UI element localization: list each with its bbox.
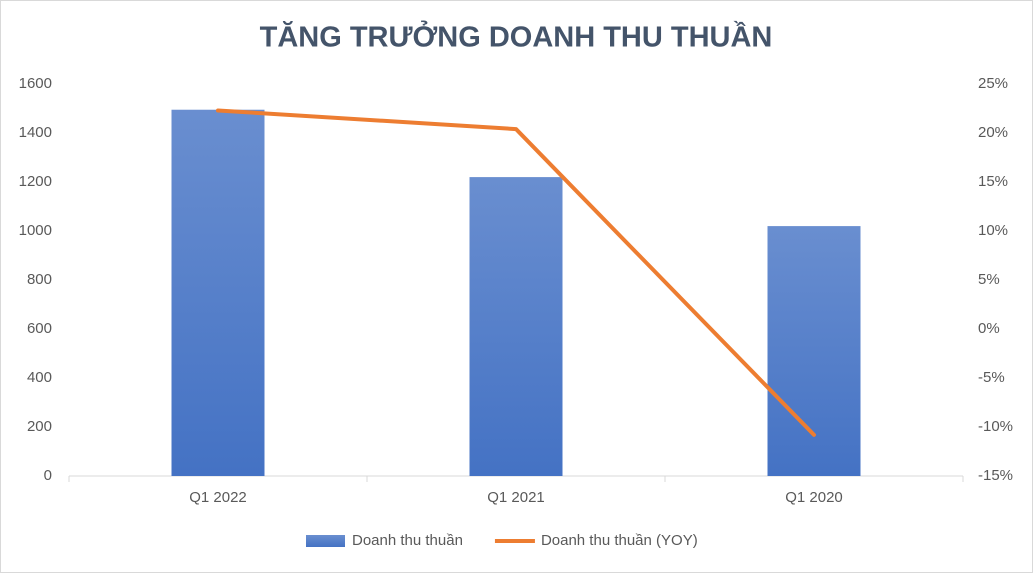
y2-tick-label: 15% xyxy=(978,173,1008,190)
y-tick-label: 400 xyxy=(27,369,52,386)
y2-tick-label: -15% xyxy=(978,467,1013,484)
bar xyxy=(767,226,861,476)
y-tick-label: 1400 xyxy=(19,124,52,141)
y2-tick-label: 25% xyxy=(978,75,1008,92)
bar xyxy=(469,177,563,476)
y2-tick-label: -10% xyxy=(978,418,1013,435)
y-tick-label: 1600 xyxy=(19,75,52,92)
y-tick-label: 0 xyxy=(44,467,52,484)
y-tick-label: 1000 xyxy=(19,222,52,239)
x-tick-label: Q1 2022 xyxy=(189,489,247,506)
y-tick-label: 800 xyxy=(27,271,52,288)
y-tick-label: 600 xyxy=(27,320,52,337)
y-tick-label: 1200 xyxy=(19,173,52,190)
legend-swatch xyxy=(306,535,345,547)
y-tick-label: 200 xyxy=(27,418,52,435)
x-tick-label: Q1 2020 xyxy=(785,489,843,506)
y2-tick-label: 10% xyxy=(978,222,1008,239)
legend-label: Doanh thu thuần xyxy=(352,532,463,549)
y2-tick-label: 20% xyxy=(978,124,1008,141)
chart-title: TĂNG TRƯỞNG DOANH THU THUẦN xyxy=(260,20,773,54)
line xyxy=(216,108,816,437)
y2-tick-label: 0% xyxy=(978,320,1000,337)
legend-label: Doanh thu thuần (YOY) xyxy=(541,532,698,549)
y2-tick-label: 5% xyxy=(978,271,1000,288)
bar xyxy=(171,109,265,476)
x-tick-label: Q1 2021 xyxy=(487,489,545,506)
y2-tick-label: -5% xyxy=(978,369,1005,386)
